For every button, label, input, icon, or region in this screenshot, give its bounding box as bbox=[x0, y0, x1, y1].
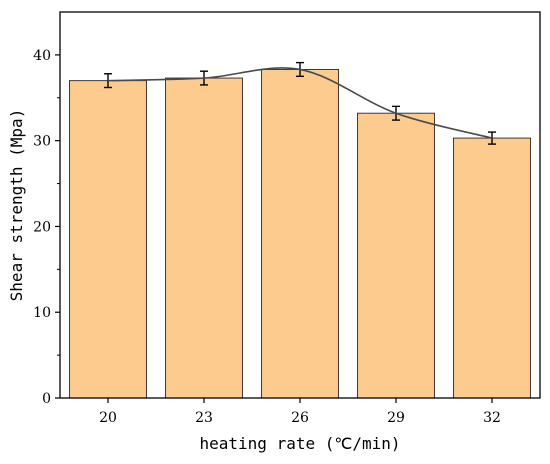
x-tick-label: 23 bbox=[195, 410, 213, 426]
x-tick-label: 29 bbox=[387, 410, 405, 426]
y-tick-label: 10 bbox=[33, 305, 51, 321]
x-tick-label: 20 bbox=[99, 410, 117, 426]
y-tick-label: 0 bbox=[42, 391, 51, 407]
y-tick-label: 30 bbox=[33, 134, 51, 150]
y-axis-ticks: 0 10 20 30 40 bbox=[33, 48, 60, 407]
y-tick-label: 40 bbox=[33, 48, 51, 64]
x-tick-label: 32 bbox=[483, 410, 501, 426]
x-axis-ticks: 20 23 26 29 32 bbox=[99, 398, 501, 426]
x-tick-label: 26 bbox=[291, 410, 309, 426]
bar-23 bbox=[165, 77, 243, 399]
bar-26 bbox=[261, 68, 339, 399]
y-tick-label: 20 bbox=[33, 219, 51, 235]
trend-line bbox=[107, 67, 493, 139]
bars-group bbox=[69, 68, 531, 399]
x-axis-title: heating rate (℃/min) bbox=[200, 434, 401, 453]
bar-29 bbox=[357, 112, 435, 399]
bar-32 bbox=[453, 137, 531, 399]
bar-20 bbox=[69, 80, 147, 399]
y-axis-title: Shear strength (Mpa) bbox=[7, 109, 26, 302]
